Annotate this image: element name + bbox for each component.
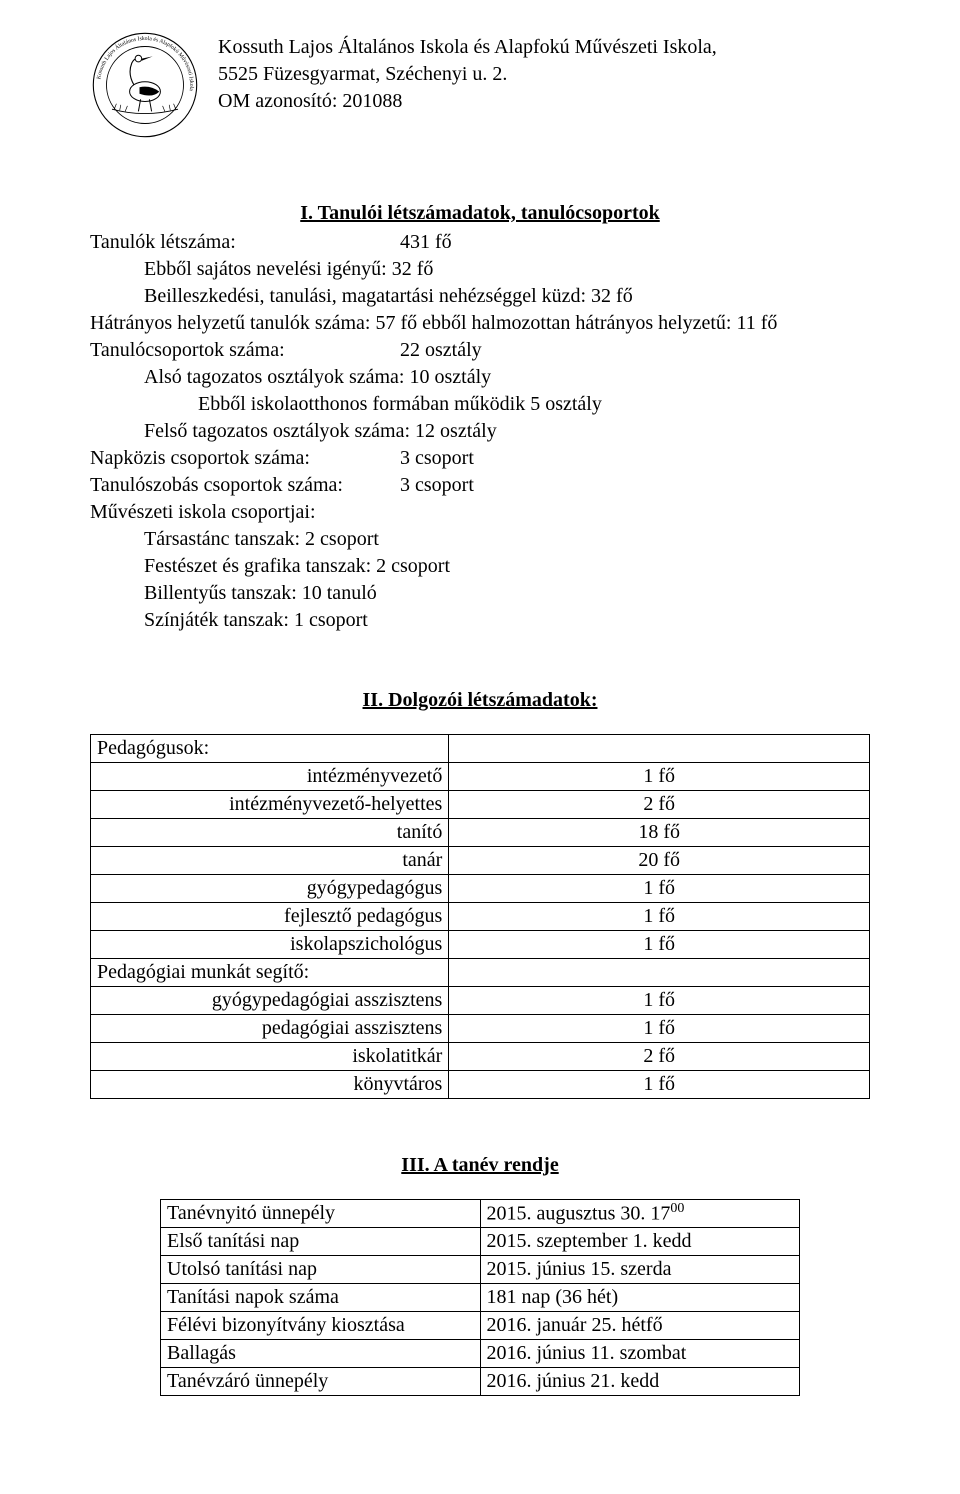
art-school-label: Művészeti iskola csoportjai: xyxy=(90,499,870,526)
table-row: Utolsó tanítási nap2015. június 15. szer… xyxy=(161,1256,800,1284)
table-row: iskolapszichológus1 fő xyxy=(91,931,870,959)
staff-role: intézményvezető-helyettes xyxy=(91,791,449,819)
table-row: Tanévzáró ünnepély2016. június 21. kedd xyxy=(161,1368,800,1396)
groups-value: 22 osztály xyxy=(400,337,870,364)
schedule-event: Félévi bizonyítvány kiosztása xyxy=(161,1312,481,1340)
section3-title: III. A tanév rendje xyxy=(90,1154,870,1177)
schedule-table: Tanévnyitó ünnepély2015. augusztus 30. 1… xyxy=(160,1199,800,1396)
staff-role: könyvtáros xyxy=(91,1071,449,1099)
schedule-date: 2016. január 25. hétfő xyxy=(480,1312,800,1340)
schedule-event: Tanítási napok száma xyxy=(161,1284,481,1312)
staff-role: tanár xyxy=(91,847,449,875)
document-header: Kossuth Lajos Általános Iskola és Alapfo… xyxy=(90,30,870,140)
lower-grades: Alsó tagozatos osztályok száma: 10 osztá… xyxy=(90,364,870,391)
table-row: iskolatitkár2 fő xyxy=(91,1043,870,1071)
staff-count: 1 fő xyxy=(449,1015,870,1043)
table-row: Első tanítási nap2015. szeptember 1. ked… xyxy=(161,1228,800,1256)
schedule-event: Tanévnyitó ünnepély xyxy=(161,1200,481,1228)
schedule-date: 2016. június 21. kedd xyxy=(480,1368,800,1396)
staff-count: 1 fő xyxy=(449,903,870,931)
table-row: Ballagás2016. június 11. szombat xyxy=(161,1340,800,1368)
daycare-value: 3 csoport xyxy=(400,445,870,472)
staff-role: iskolatitkár xyxy=(91,1043,449,1071)
school-om-id: OM azonosító: 201088 xyxy=(218,88,717,115)
groups-label: Tanulócsoportok száma: xyxy=(90,337,400,364)
schedule-event: Első tanítási nap xyxy=(161,1228,481,1256)
staff-count: 2 fő xyxy=(449,791,870,819)
schedule-event: Utolsó tanítási nap xyxy=(161,1256,481,1284)
staff-count: 1 fő xyxy=(449,763,870,791)
table-row: intézményvezető1 fő xyxy=(91,763,870,791)
studyroom-value: 3 csoport xyxy=(400,472,870,499)
schedule-date: 2015. augusztus 30. 1700 xyxy=(480,1200,800,1228)
art-dance: Társastánc tanszak: 2 csoport xyxy=(90,526,870,553)
staff-role: gyógypedagógus xyxy=(91,875,449,903)
staff-count: 1 fő xyxy=(449,875,870,903)
section2-title: II. Dolgozói létszámadatok: xyxy=(90,689,870,712)
table-row: gyógypedagógus1 fő xyxy=(91,875,870,903)
staff-role: tanító xyxy=(91,819,449,847)
school-name: Kossuth Lajos Általános Iskola és Alapfo… xyxy=(218,34,717,61)
staff-count xyxy=(449,735,870,763)
school-logo: Kossuth Lajos Általános Iskola és Alapfo… xyxy=(90,30,200,140)
schedule-date: 2016. június 11. szombat xyxy=(480,1340,800,1368)
section-student-data: I. Tanulói létszámadatok, tanulócsoporto… xyxy=(90,200,870,634)
table-row: tanító18 fő xyxy=(91,819,870,847)
staff-count: 18 fő xyxy=(449,819,870,847)
art-drama: Színjáték tanszak: 1 csoport xyxy=(90,607,870,634)
staff-role: Pedagógusok: xyxy=(91,735,449,763)
art-painting: Festészet és grafika tanszak: 2 csoport xyxy=(90,553,870,580)
staff-role: intézményvezető xyxy=(91,763,449,791)
table-row: gyógypedagógiai asszisztens1 fő xyxy=(91,987,870,1015)
schedule-event: Tanévzáró ünnepély xyxy=(161,1368,481,1396)
table-row: Pedagógiai munkát segítő: xyxy=(91,959,870,987)
table-row: könyvtáros1 fő xyxy=(91,1071,870,1099)
staff-role: iskolapszichológus xyxy=(91,931,449,959)
staff-role: fejlesztő pedagógus xyxy=(91,903,449,931)
school-home: Ebből iskolaotthonos formában működik 5 … xyxy=(90,391,870,418)
table-row: Tanévnyitó ünnepély2015. augusztus 30. 1… xyxy=(161,1200,800,1228)
disadvantaged: Hátrányos helyzetű tanulók száma: 57 fő … xyxy=(90,310,870,337)
schedule-date: 2015. szeptember 1. kedd xyxy=(480,1228,800,1256)
students-total-label: Tanulók létszáma: xyxy=(90,229,400,256)
schedule-date: 2015. június 15. szerda xyxy=(480,1256,800,1284)
table-row: pedagógiai asszisztens1 fő xyxy=(91,1015,870,1043)
special-needs: Ebből sajátos nevelési igényű: 32 fő xyxy=(90,256,870,283)
staff-role: pedagógiai asszisztens xyxy=(91,1015,449,1043)
staff-count: 1 fő xyxy=(449,1071,870,1099)
staff-count: 20 fő xyxy=(449,847,870,875)
table-row: Tanítási napok száma181 nap (36 hét) xyxy=(161,1284,800,1312)
staff-role: Pedagógiai munkát segítő: xyxy=(91,959,449,987)
art-keyboard: Billentyűs tanszak: 10 tanuló xyxy=(90,580,870,607)
difficulties: Beilleszkedési, tanulási, magatartási ne… xyxy=(90,283,870,310)
staff-count: 2 fő xyxy=(449,1043,870,1071)
staff-role: gyógypedagógiai asszisztens xyxy=(91,987,449,1015)
schedule-date: 181 nap (36 hét) xyxy=(480,1284,800,1312)
staff-count: 1 fő xyxy=(449,931,870,959)
table-row: intézményvezető-helyettes2 fő xyxy=(91,791,870,819)
students-total-value: 431 fő xyxy=(400,229,870,256)
schedule-event: Ballagás xyxy=(161,1340,481,1368)
staff-table: Pedagógusok:intézményvezető1 főintézmény… xyxy=(90,734,870,1099)
school-info: Kossuth Lajos Általános Iskola és Alapfo… xyxy=(218,30,717,115)
school-address: 5525 Füzesgyarmat, Széchenyi u. 2. xyxy=(218,61,717,88)
studyroom-label: Tanulószobás csoportok száma: xyxy=(90,472,400,499)
table-row: Félévi bizonyítvány kiosztása2016. januá… xyxy=(161,1312,800,1340)
staff-count: 1 fő xyxy=(449,987,870,1015)
table-row: Pedagógusok: xyxy=(91,735,870,763)
table-row: fejlesztő pedagógus1 fő xyxy=(91,903,870,931)
staff-count xyxy=(449,959,870,987)
upper-grades: Felső tagozatos osztályok száma: 12 oszt… xyxy=(90,418,870,445)
section1-title: I. Tanulói létszámadatok, tanulócsoporto… xyxy=(90,200,870,227)
daycare-label: Napközis csoportok száma: xyxy=(90,445,400,472)
table-row: tanár20 fő xyxy=(91,847,870,875)
